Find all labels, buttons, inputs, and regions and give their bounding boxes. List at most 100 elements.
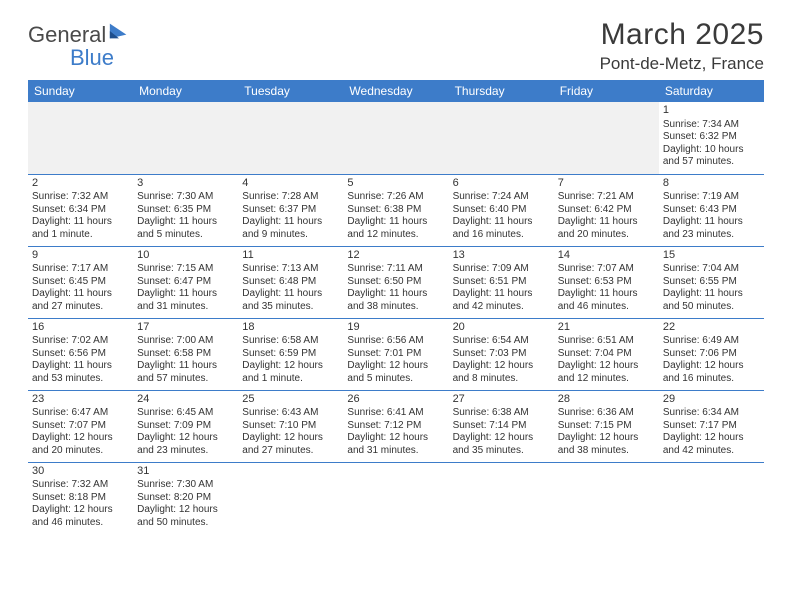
sunset-line: Sunset: 7:14 PM <box>453 420 550 433</box>
daylight-line: Daylight: 11 hours and 31 minutes. <box>137 288 234 313</box>
day-number: 9 <box>32 249 129 263</box>
sunset-line: Sunset: 6:53 PM <box>558 276 655 289</box>
daylight-line: Daylight: 11 hours and 35 minutes. <box>242 288 339 313</box>
weekday-header: Wednesday <box>343 80 448 102</box>
sunset-line: Sunset: 7:12 PM <box>347 420 444 433</box>
daylight-line: Daylight: 11 hours and 12 minutes. <box>347 216 444 241</box>
sunrise-line: Sunrise: 7:21 AM <box>558 191 655 204</box>
sunrise-line: Sunrise: 6:51 AM <box>558 335 655 348</box>
calendar-cell: 21Sunrise: 6:51 AMSunset: 7:04 PMDayligh… <box>554 318 659 390</box>
calendar-cell: 19Sunrise: 6:56 AMSunset: 7:01 PMDayligh… <box>343 318 448 390</box>
weekday-header: Saturday <box>659 80 764 102</box>
calendar-cell: 24Sunrise: 6:45 AMSunset: 7:09 PMDayligh… <box>133 390 238 462</box>
daylight-line: Daylight: 12 hours and 46 minutes. <box>32 504 129 529</box>
calendar-cell: 29Sunrise: 6:34 AMSunset: 7:17 PMDayligh… <box>659 390 764 462</box>
sunset-line: Sunset: 6:45 PM <box>32 276 129 289</box>
brand-name-1: General <box>28 22 106 47</box>
day-number: 12 <box>347 249 444 263</box>
sunset-line: Sunset: 6:56 PM <box>32 348 129 361</box>
sunset-line: Sunset: 7:15 PM <box>558 420 655 433</box>
sunset-line: Sunset: 6:37 PM <box>242 204 339 217</box>
day-number: 28 <box>558 393 655 407</box>
sunrise-line: Sunrise: 7:00 AM <box>137 335 234 348</box>
sunset-line: Sunset: 6:43 PM <box>663 204 760 217</box>
calendar-cell: 18Sunrise: 6:58 AMSunset: 6:59 PMDayligh… <box>238 318 343 390</box>
sunset-line: Sunset: 6:55 PM <box>663 276 760 289</box>
daylight-line: Daylight: 12 hours and 20 minutes. <box>32 432 129 457</box>
daylight-line: Daylight: 11 hours and 1 minute. <box>32 216 129 241</box>
calendar-cell: 31Sunrise: 7:30 AMSunset: 8:20 PMDayligh… <box>133 462 238 534</box>
sunrise-line: Sunrise: 6:58 AM <box>242 335 339 348</box>
calendar-body: 1Sunrise: 7:34 AMSunset: 6:32 PMDaylight… <box>28 102 764 534</box>
calendar-table: Sunday Monday Tuesday Wednesday Thursday… <box>28 80 764 534</box>
sunrise-line: Sunrise: 7:17 AM <box>32 263 129 276</box>
calendar-cell: 20Sunrise: 6:54 AMSunset: 7:03 PMDayligh… <box>449 318 554 390</box>
day-number: 18 <box>242 321 339 335</box>
calendar-cell: 30Sunrise: 7:32 AMSunset: 8:18 PMDayligh… <box>28 462 133 534</box>
calendar-cell: 27Sunrise: 6:38 AMSunset: 7:14 PMDayligh… <box>449 390 554 462</box>
calendar-cell: 5Sunrise: 7:26 AMSunset: 6:38 PMDaylight… <box>343 174 448 246</box>
calendar-cell: 8Sunrise: 7:19 AMSunset: 6:43 PMDaylight… <box>659 174 764 246</box>
daylight-line: Daylight: 12 hours and 23 minutes. <box>137 432 234 457</box>
sunrise-line: Sunrise: 6:36 AM <box>558 407 655 420</box>
sunset-line: Sunset: 6:34 PM <box>32 204 129 217</box>
sunset-line: Sunset: 7:07 PM <box>32 420 129 433</box>
sunrise-line: Sunrise: 7:30 AM <box>137 479 234 492</box>
weekday-header: Sunday <box>28 80 133 102</box>
sunrise-line: Sunrise: 6:43 AM <box>242 407 339 420</box>
calendar-cell <box>28 102 133 174</box>
sunset-line: Sunset: 7:10 PM <box>242 420 339 433</box>
day-number: 17 <box>137 321 234 335</box>
calendar-cell: 9Sunrise: 7:17 AMSunset: 6:45 PMDaylight… <box>28 246 133 318</box>
day-number: 1 <box>663 104 760 118</box>
day-number: 14 <box>558 249 655 263</box>
calendar-row: 30Sunrise: 7:32 AMSunset: 8:18 PMDayligh… <box>28 462 764 534</box>
sunrise-line: Sunrise: 7:26 AM <box>347 191 444 204</box>
sunset-line: Sunset: 6:50 PM <box>347 276 444 289</box>
daylight-line: Daylight: 12 hours and 50 minutes. <box>137 504 234 529</box>
daylight-line: Daylight: 11 hours and 42 minutes. <box>453 288 550 313</box>
sunset-line: Sunset: 7:06 PM <box>663 348 760 361</box>
sunrise-line: Sunrise: 6:47 AM <box>32 407 129 420</box>
weekday-header: Monday <box>133 80 238 102</box>
calendar-cell <box>554 102 659 174</box>
daylight-line: Daylight: 12 hours and 38 minutes. <box>558 432 655 457</box>
daylight-line: Daylight: 12 hours and 42 minutes. <box>663 432 760 457</box>
sunrise-line: Sunrise: 7:11 AM <box>347 263 444 276</box>
calendar-cell: 7Sunrise: 7:21 AMSunset: 6:42 PMDaylight… <box>554 174 659 246</box>
page-title: March 2025 <box>600 18 764 52</box>
day-number: 15 <box>663 249 760 263</box>
daylight-line: Daylight: 12 hours and 16 minutes. <box>663 360 760 385</box>
calendar-cell: 11Sunrise: 7:13 AMSunset: 6:48 PMDayligh… <box>238 246 343 318</box>
daylight-line: Daylight: 11 hours and 57 minutes. <box>137 360 234 385</box>
weekday-header: Friday <box>554 80 659 102</box>
calendar-row: 23Sunrise: 6:47 AMSunset: 7:07 PMDayligh… <box>28 390 764 462</box>
daylight-line: Daylight: 11 hours and 38 minutes. <box>347 288 444 313</box>
sunrise-line: Sunrise: 7:02 AM <box>32 335 129 348</box>
daylight-line: Daylight: 11 hours and 27 minutes. <box>32 288 129 313</box>
calendar-cell: 14Sunrise: 7:07 AMSunset: 6:53 PMDayligh… <box>554 246 659 318</box>
sunrise-line: Sunrise: 6:41 AM <box>347 407 444 420</box>
day-number: 31 <box>137 465 234 479</box>
sunrise-line: Sunrise: 7:30 AM <box>137 191 234 204</box>
weekday-header: Tuesday <box>238 80 343 102</box>
calendar-cell <box>659 462 764 534</box>
sunset-line: Sunset: 8:20 PM <box>137 492 234 505</box>
calendar-cell: 6Sunrise: 7:24 AMSunset: 6:40 PMDaylight… <box>449 174 554 246</box>
calendar-cell <box>133 102 238 174</box>
sunrise-line: Sunrise: 6:38 AM <box>453 407 550 420</box>
calendar-cell: 15Sunrise: 7:04 AMSunset: 6:55 PMDayligh… <box>659 246 764 318</box>
daylight-line: Daylight: 11 hours and 9 minutes. <box>242 216 339 241</box>
brand-name-2: Blue <box>70 45 114 70</box>
sunrise-line: Sunrise: 7:24 AM <box>453 191 550 204</box>
header: General Blue March 2025 Pont-de-Metz, Fr… <box>28 18 764 74</box>
daylight-line: Daylight: 12 hours and 5 minutes. <box>347 360 444 385</box>
calendar-cell: 13Sunrise: 7:09 AMSunset: 6:51 PMDayligh… <box>449 246 554 318</box>
calendar-row: 16Sunrise: 7:02 AMSunset: 6:56 PMDayligh… <box>28 318 764 390</box>
sunrise-line: Sunrise: 6:45 AM <box>137 407 234 420</box>
sunset-line: Sunset: 6:48 PM <box>242 276 339 289</box>
daylight-line: Daylight: 11 hours and 5 minutes. <box>137 216 234 241</box>
calendar-cell: 1Sunrise: 7:34 AMSunset: 6:32 PMDaylight… <box>659 102 764 174</box>
calendar-cell: 16Sunrise: 7:02 AMSunset: 6:56 PMDayligh… <box>28 318 133 390</box>
daylight-line: Daylight: 11 hours and 53 minutes. <box>32 360 129 385</box>
